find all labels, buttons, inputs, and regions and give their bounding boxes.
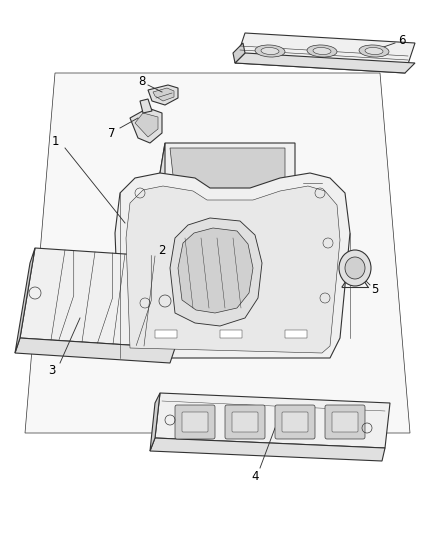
Polygon shape bbox=[150, 393, 159, 451]
Polygon shape bbox=[155, 203, 294, 223]
Polygon shape bbox=[155, 393, 389, 448]
Ellipse shape bbox=[344, 257, 364, 279]
Text: 8: 8 bbox=[138, 75, 145, 87]
Text: 4: 4 bbox=[251, 470, 258, 482]
FancyBboxPatch shape bbox=[281, 412, 307, 432]
Ellipse shape bbox=[254, 45, 284, 57]
Polygon shape bbox=[153, 88, 173, 101]
FancyBboxPatch shape bbox=[231, 412, 258, 432]
FancyBboxPatch shape bbox=[155, 330, 177, 338]
Ellipse shape bbox=[364, 47, 382, 54]
Text: 3: 3 bbox=[48, 364, 56, 376]
FancyBboxPatch shape bbox=[274, 405, 314, 439]
Text: 7: 7 bbox=[108, 126, 116, 140]
Polygon shape bbox=[135, 113, 158, 137]
Polygon shape bbox=[20, 248, 184, 348]
Ellipse shape bbox=[261, 47, 279, 54]
Polygon shape bbox=[145, 143, 165, 223]
Ellipse shape bbox=[358, 45, 388, 57]
Polygon shape bbox=[148, 85, 177, 105]
Polygon shape bbox=[233, 43, 244, 63]
Text: 1: 1 bbox=[51, 134, 59, 148]
FancyBboxPatch shape bbox=[219, 330, 241, 338]
Polygon shape bbox=[170, 218, 261, 326]
Polygon shape bbox=[170, 148, 284, 193]
Polygon shape bbox=[234, 53, 414, 73]
FancyBboxPatch shape bbox=[331, 412, 357, 432]
Polygon shape bbox=[155, 143, 294, 203]
Ellipse shape bbox=[338, 250, 370, 286]
Text: 2: 2 bbox=[158, 244, 166, 256]
FancyBboxPatch shape bbox=[284, 330, 306, 338]
Polygon shape bbox=[177, 228, 252, 313]
Text: 6: 6 bbox=[397, 34, 405, 46]
Polygon shape bbox=[126, 186, 339, 353]
FancyBboxPatch shape bbox=[324, 405, 364, 439]
Polygon shape bbox=[25, 73, 409, 433]
Text: 5: 5 bbox=[371, 282, 378, 295]
Polygon shape bbox=[140, 99, 152, 113]
FancyBboxPatch shape bbox=[175, 405, 215, 439]
Polygon shape bbox=[115, 173, 349, 358]
Polygon shape bbox=[130, 108, 162, 143]
FancyBboxPatch shape bbox=[182, 412, 208, 432]
Ellipse shape bbox=[312, 47, 330, 54]
Ellipse shape bbox=[306, 45, 336, 57]
Polygon shape bbox=[299, 178, 324, 198]
Polygon shape bbox=[15, 338, 175, 363]
Polygon shape bbox=[234, 33, 414, 73]
Polygon shape bbox=[15, 248, 35, 353]
Polygon shape bbox=[150, 438, 384, 461]
FancyBboxPatch shape bbox=[225, 405, 265, 439]
